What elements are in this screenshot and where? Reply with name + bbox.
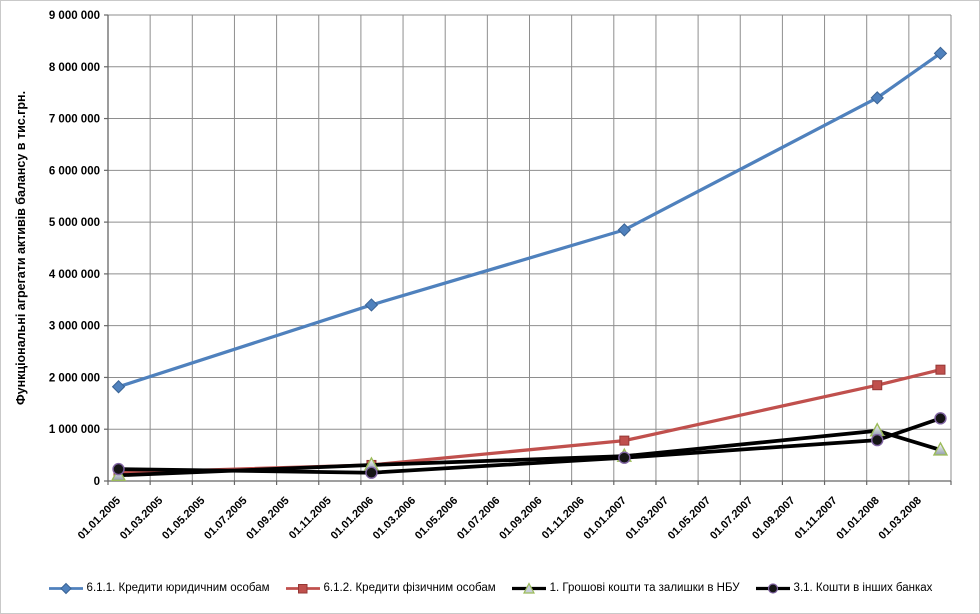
legend-circle: [767, 582, 778, 594]
legend-diamond: [59, 582, 72, 594]
x-tick-label: 01.03.2008: [877, 495, 924, 542]
x-tick-label: 01.09.2006: [497, 495, 544, 542]
legend-marker-diamond: [48, 582, 83, 594]
x-tick-label: 01.03.2007: [624, 495, 671, 542]
x-tick-label: 01.01.2008: [834, 495, 881, 542]
x-tick-label: 01.11.2006: [540, 495, 587, 542]
legend-label: 3.1. Кошти в інших банках: [793, 582, 933, 594]
data-point-square: [935, 364, 946, 375]
legend-label: 6.1.2. Кредити фізичним особам: [323, 582, 496, 594]
legend-marker-triangle: [511, 581, 546, 594]
y-tick-label: 6 000 000: [49, 165, 100, 177]
legend-marker-circle: [755, 582, 790, 594]
data-point-circle: [365, 466, 378, 479]
data-point-square: [872, 380, 883, 391]
legend: 6.1.1. Кредити юридичним особам 6.1.2. Кр…: [1, 575, 979, 601]
y-tick-label: 3 000 000: [49, 321, 100, 333]
x-tick-label: 01.01.2005: [76, 495, 123, 542]
y-tick-label: 7 000 000: [49, 114, 100, 126]
data-point-square: [619, 435, 630, 446]
data-series: [110, 46, 949, 482]
x-tick-label: 01.09.2005: [244, 495, 291, 542]
gridlines: [108, 14, 952, 481]
y-tick-label: 5 000 000: [49, 217, 100, 229]
x-tick-label: 01.11.2007: [793, 495, 840, 542]
x-tick-label: 01.11.2005: [287, 495, 334, 542]
y-tick-label: 1 000 000: [49, 424, 100, 436]
x-tick-label: 01.07.2006: [455, 495, 502, 542]
legend-marker-square: [285, 583, 320, 593]
x-tick-label: 01.03.2005: [118, 495, 165, 542]
data-point-circle: [112, 462, 125, 476]
legend-item-3: 3.1. Кошти в інших банках: [755, 581, 933, 596]
legend-label: 1. Грошові кошти та залишки в НБУ: [549, 582, 740, 594]
data-point-diamond: [870, 91, 884, 105]
x-tick-label: 01.05.2005: [160, 495, 207, 542]
data-point-circle: [618, 451, 631, 464]
x-tick-label: 01.05.2006: [413, 495, 460, 542]
y-tick-label: 2 000 000: [49, 372, 100, 384]
data-point-triangle: [932, 441, 949, 456]
y-axis-title: Функціональні агрегати активів балансу в…: [14, 91, 28, 405]
legend-triangle: [522, 581, 535, 594]
x-tick-label: 01.07.2007: [708, 495, 755, 542]
x-tick-label: 01.05.2007: [666, 495, 713, 542]
data-point-circle: [934, 412, 947, 425]
x-tick-label: 01.09.2007: [750, 495, 797, 542]
y-axis-tick-labels: 0 1 000 000 2 000 000 3 000 000 4 000 000 5 0…: [49, 10, 100, 488]
x-tick-label: 01.07.2005: [202, 495, 249, 542]
data-point-diamond: [111, 380, 126, 394]
data-point-diamond: [617, 223, 632, 237]
x-tick-label: 01.01.2006: [329, 495, 376, 542]
legend-label: 6.1.1. Кредити юридичним особам: [86, 582, 270, 594]
x-tick-label: 01.01.2007: [582, 495, 629, 542]
axis-lines: [104, 14, 952, 485]
series-3: [112, 412, 947, 479]
series-0: [111, 46, 948, 394]
y-tick-label: 9 000 000: [49, 10, 100, 22]
legend-item-1: 6.1.2. Кредити фізичним особам: [285, 581, 496, 596]
data-point-diamond: [364, 298, 379, 312]
y-tick-label: 8 000 000: [49, 62, 100, 74]
legend-square: [297, 583, 308, 593]
legend-item-2: 1. Грошові кошти та залишки в НБУ: [511, 581, 740, 596]
legend-item-0: 6.1.1. Кредити юридичним особам: [48, 581, 270, 596]
x-axis-tick-labels: 01.01.200501.03.200501.05.200501.07.2005…: [76, 495, 924, 542]
data-point-circle: [871, 433, 884, 447]
data-point-diamond: [933, 46, 948, 61]
x-tick-label: 01.03.2006: [371, 495, 418, 542]
y-tick-label: 4 000 000: [49, 269, 100, 281]
y-tick-label: 0: [94, 476, 100, 488]
